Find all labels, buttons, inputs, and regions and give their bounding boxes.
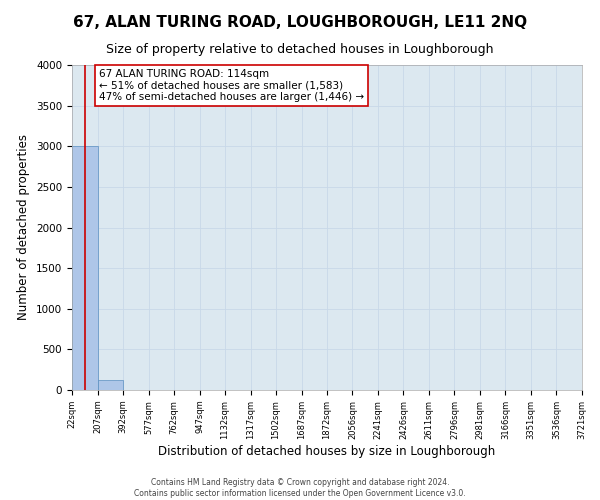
Text: 67 ALAN TURING ROAD: 114sqm
← 51% of detached houses are smaller (1,583)
47% of : 67 ALAN TURING ROAD: 114sqm ← 51% of det… [99,69,364,102]
X-axis label: Distribution of detached houses by size in Loughborough: Distribution of detached houses by size … [158,444,496,458]
Y-axis label: Number of detached properties: Number of detached properties [17,134,31,320]
Text: Size of property relative to detached houses in Loughborough: Size of property relative to detached ho… [106,42,494,56]
Bar [72,146,98,390]
Bar [98,380,123,390]
Text: 67, ALAN TURING ROAD, LOUGHBOROUGH, LE11 2NQ: 67, ALAN TURING ROAD, LOUGHBOROUGH, LE11… [73,15,527,30]
Text: Contains HM Land Registry data © Crown copyright and database right 2024.
Contai: Contains HM Land Registry data © Crown c… [134,478,466,498]
